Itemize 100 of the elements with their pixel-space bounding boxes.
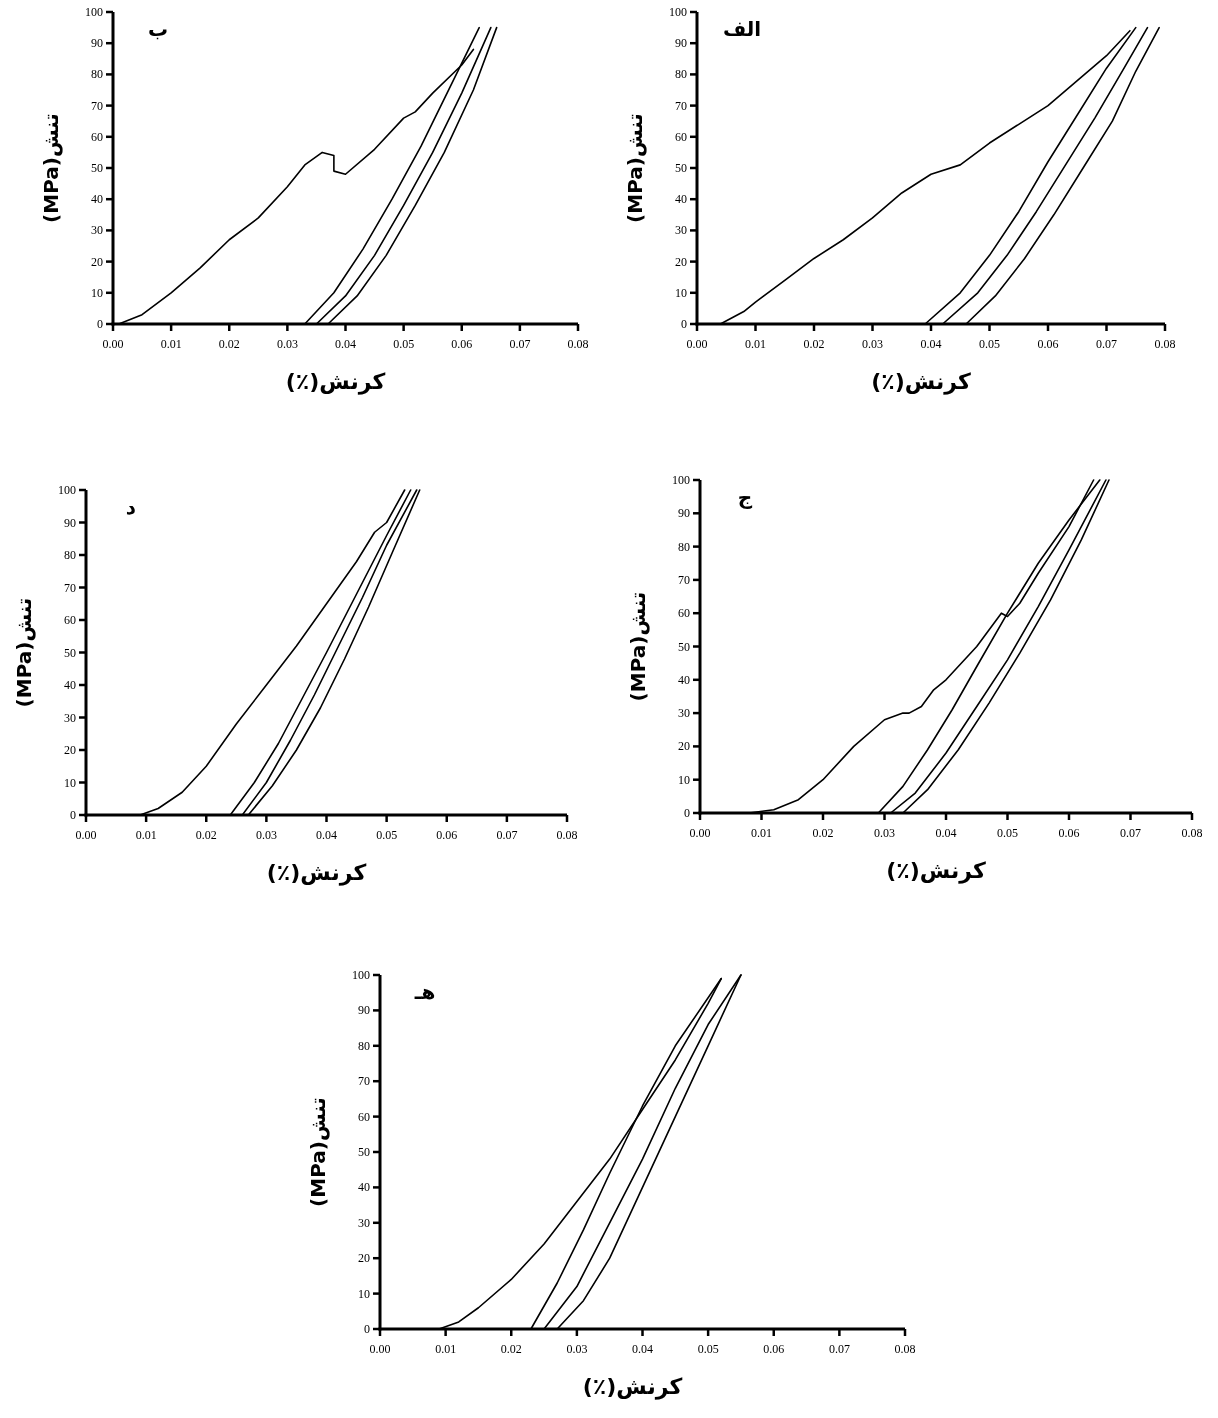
y-tick-label: 10 <box>358 1286 370 1301</box>
y-tick-label: 0 <box>684 806 690 820</box>
x-tick-label: 0.07 <box>828 1342 850 1356</box>
y-tick-label: 60 <box>64 613 76 627</box>
x-tick-label: 0.07 <box>496 828 518 842</box>
y-tick-label: 90 <box>91 36 103 51</box>
x-tick-label: 0.04 <box>316 828 337 842</box>
y-tick-label: 20 <box>91 254 103 269</box>
y-tick-label: 50 <box>675 161 687 175</box>
y-tick-label: 100 <box>85 5 103 19</box>
x-tick-label: 0.05 <box>376 828 398 842</box>
y-tick-label: 40 <box>678 672 690 687</box>
x-tick-label: 0.01 <box>745 337 766 351</box>
y-tick-label: 10 <box>678 772 690 787</box>
y-tick-label: 20 <box>675 254 687 269</box>
x-tick-label: 0.05 <box>393 337 415 351</box>
y-tick-label: 0 <box>97 317 103 331</box>
y-tick-label: 50 <box>678 639 690 654</box>
y-tick-label: 70 <box>91 98 103 113</box>
y-tick-label: 60 <box>91 129 103 144</box>
x-tick-label: 0.06 <box>451 337 473 351</box>
y-tick-label: 50 <box>358 1145 370 1159</box>
y-tick-label: 0 <box>364 1322 370 1336</box>
y-tick-label: 70 <box>678 572 690 587</box>
x-tick-label: 0.00 <box>102 337 124 351</box>
y-tick-label: 10 <box>91 285 103 300</box>
y-tick-label: 20 <box>64 743 76 757</box>
x-tick-label: 0.02 <box>195 828 217 842</box>
y-tick-label: 80 <box>91 67 103 82</box>
chart-title: ب <box>147 17 169 41</box>
x-tick-label: 0.06 <box>1037 337 1059 351</box>
y-tick-label: 100 <box>672 473 690 487</box>
y-tick-label: 90 <box>64 515 76 530</box>
chart-title: هـ <box>413 980 436 1004</box>
y-tick-label: 70 <box>675 98 687 113</box>
y-tick-label: 40 <box>358 1180 370 1195</box>
x-tick-label: 0.07 <box>509 337 531 351</box>
y-axis-title: تنش(MPa) <box>39 113 63 223</box>
y-tick-label: 70 <box>358 1074 370 1089</box>
x-tick-label: 0.00 <box>75 828 97 842</box>
x-tick-label: 0.00 <box>686 337 708 351</box>
x-tick-label: 0.01 <box>160 337 182 351</box>
y-tick-label: 40 <box>675 192 687 207</box>
x-tick-label: 0.03 <box>276 337 298 351</box>
x-tick-label: 0.08 <box>894 1342 916 1356</box>
x-tick-label: 0.04 <box>935 826 957 840</box>
x-tick-label: 0.03 <box>862 337 883 351</box>
x-tick-label: 0.05 <box>997 826 1018 840</box>
y-tick-label: 50 <box>64 645 76 660</box>
y-tick-label: 30 <box>91 223 103 238</box>
chart-title: الف <box>722 17 762 41</box>
y-tick-label: 40 <box>91 192 103 207</box>
y-tick-label: 20 <box>358 1251 370 1266</box>
x-tick-label: 0.04 <box>335 337 356 351</box>
x-tick-label: 0.01 <box>435 1342 457 1356</box>
y-tick-label: 30 <box>358 1215 370 1230</box>
y-axis-title: تنش(MPa) <box>626 591 650 702</box>
y-tick-label: 0 <box>70 808 76 822</box>
x-tick-label: 0.07 <box>1120 826 1141 840</box>
x-tick-label: 0.04 <box>920 337 942 351</box>
y-tick-label: 70 <box>64 580 76 595</box>
x-tick-label: 0.02 <box>218 337 240 351</box>
chart-title: ج <box>737 485 753 509</box>
y-tick-label: 100 <box>669 5 687 19</box>
y-axis-title: تنش(MPa) <box>306 1097 330 1207</box>
y-tick-label: 80 <box>678 539 690 554</box>
x-tick-label: 0.06 <box>436 828 458 842</box>
y-tick-label: 90 <box>675 36 687 51</box>
y-tick-label: 60 <box>358 1109 370 1124</box>
x-tick-label: 0.03 <box>255 828 277 842</box>
y-tick-label: 90 <box>358 1003 370 1018</box>
y-tick-label: 10 <box>64 775 76 790</box>
x-tick-label: 0.05 <box>979 337 1000 351</box>
y-tick-label: 80 <box>64 548 76 562</box>
y-tick-label: 20 <box>678 739 690 754</box>
x-tick-label: 0.02 <box>803 337 825 351</box>
y-tick-label: 0 <box>681 317 687 331</box>
x-tick-label: 0.01 <box>751 826 772 840</box>
y-tick-label: 40 <box>64 678 76 692</box>
x-tick-label: 0.03 <box>566 1342 588 1356</box>
y-tick-label: 80 <box>358 1038 370 1053</box>
x-tick-label: 0.04 <box>632 1342 653 1356</box>
y-tick-label: 100 <box>58 483 76 497</box>
x-tick-label: 0.02 <box>812 826 834 840</box>
y-tick-label: 30 <box>64 710 76 725</box>
x-tick-label: 0.02 <box>500 1342 522 1356</box>
y-tick-label: 80 <box>675 67 687 82</box>
y-axis-title: تنش(MPa) <box>623 113 647 223</box>
x-tick-label: 0.08 <box>1181 826 1203 840</box>
x-tick-label: 0.06 <box>1058 826 1080 840</box>
x-tick-label: 0.08 <box>567 337 589 351</box>
x-tick-label: 0.08 <box>556 828 578 842</box>
x-tick-label: 0.06 <box>763 1342 785 1356</box>
x-tick-label: 0.00 <box>369 1342 391 1356</box>
y-tick-label: 30 <box>675 223 687 238</box>
y-tick-label: 100 <box>352 968 370 982</box>
y-tick-label: 60 <box>678 606 690 621</box>
x-tick-label: 0.03 <box>874 826 895 840</box>
y-axis-title: تنش(MPa) <box>12 597 36 708</box>
x-tick-label: 0.08 <box>1154 337 1176 351</box>
